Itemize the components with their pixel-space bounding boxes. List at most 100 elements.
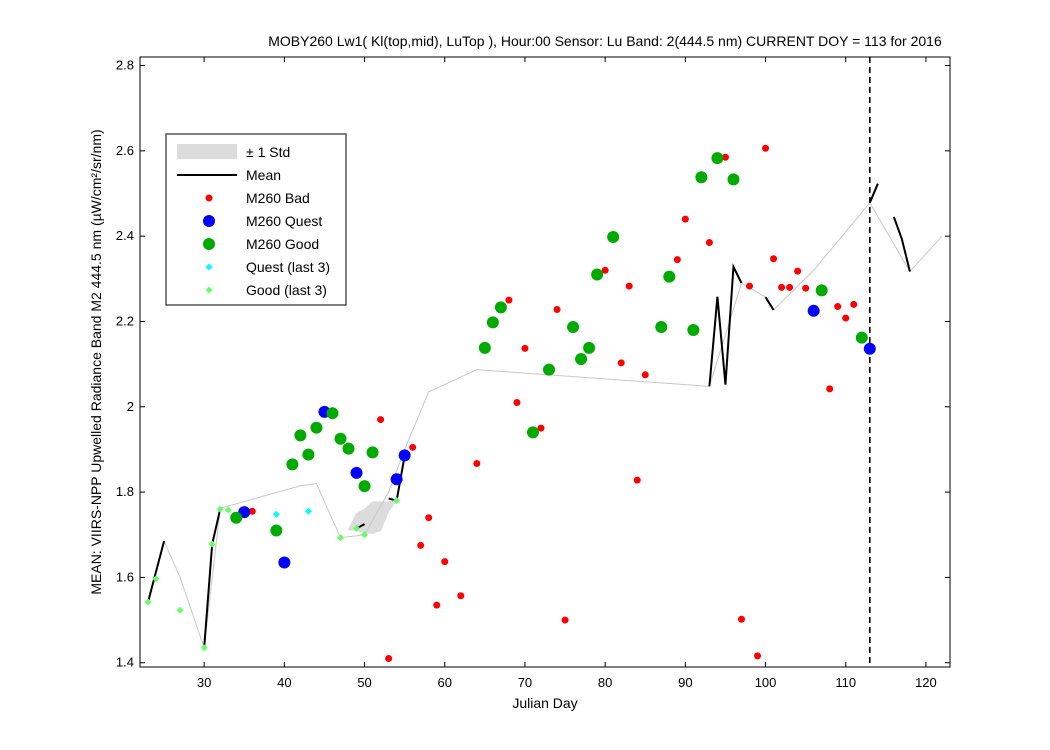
m260-good-point	[478, 341, 491, 354]
m260-good-point	[607, 231, 620, 244]
m260-good-point	[663, 270, 676, 283]
y-tick-label: 1.6	[116, 569, 134, 584]
m260-bad-point	[385, 654, 393, 662]
m260-bad-point	[377, 416, 385, 424]
legend-label: ± 1 Std	[246, 144, 290, 160]
quest-last-3-point	[272, 510, 280, 518]
m260-bad-point	[633, 476, 641, 484]
m260-bad-point	[433, 601, 441, 609]
m260-good-point	[711, 152, 724, 165]
m260-bad-point	[754, 652, 762, 660]
m260-bad-point	[601, 266, 609, 274]
gray-line-layer	[163, 202, 943, 648]
y-tick-label: 2.8	[116, 58, 134, 73]
m260-good-point	[655, 321, 668, 334]
y-tick-label: 2.4	[116, 228, 134, 243]
m260-bad-point	[473, 460, 481, 468]
m260-bad-point	[786, 283, 794, 291]
x-tick-label: 80	[598, 675, 612, 690]
x-tick-label: 110	[835, 675, 856, 690]
m260-bad-point	[537, 424, 545, 432]
y-axis-label: MEAN: VIIRS-NPP Upwelled Radiance Band M…	[88, 129, 104, 594]
m260-bad-point	[425, 514, 433, 522]
good-last-3-point	[361, 531, 369, 539]
good-last-3-point	[176, 606, 184, 614]
legend-label: M260 Good	[246, 236, 319, 252]
good-last-3-point	[200, 644, 208, 652]
m260-good-point	[286, 458, 299, 471]
x-tick-label: 90	[678, 675, 692, 690]
x-tick-label: 50	[357, 675, 371, 690]
m260-bad-point	[770, 255, 778, 263]
m260-bad-point	[441, 558, 449, 566]
mean-line-segment	[147, 540, 166, 603]
legend-m260-bad-marker	[205, 194, 213, 202]
m260-bad-point	[561, 616, 569, 624]
good-last-3-point	[393, 497, 401, 505]
m260-good-point	[567, 321, 580, 334]
m260-good-point	[815, 284, 828, 297]
m260-bad-point	[673, 256, 681, 264]
legend-label: Quest (last 3)	[246, 259, 330, 275]
legend-std-swatch	[177, 144, 237, 159]
points-layer	[144, 144, 876, 662]
m260-good-point	[326, 407, 339, 420]
good-last-3-point	[353, 524, 361, 532]
y-tick-label: 1.4	[116, 655, 134, 670]
m260-bad-point	[802, 284, 810, 292]
m260-quest-point	[398, 449, 411, 462]
legend: ± 1 Std Mean M260 Bad M260 Quest M260 Good Qu…	[165, 133, 347, 306]
m260-good-point	[342, 442, 355, 455]
m260-bad-point	[457, 592, 465, 600]
plot-frame	[139, 56, 951, 668]
mean-line-segment	[764, 296, 775, 311]
m260-good-point	[591, 268, 604, 281]
m260-good-point	[294, 429, 307, 442]
m260-bad-point	[746, 282, 754, 290]
x-axis-label: Julian Day	[512, 695, 577, 711]
legend-label: Good (last 3)	[246, 282, 327, 298]
y-tick-label: 2.6	[116, 143, 134, 158]
m260-bad-point	[513, 399, 521, 407]
legend-good-last-3-marker	[205, 286, 213, 294]
m260-quest-point	[390, 473, 403, 486]
m260-bad-point	[617, 359, 625, 367]
m260-good-point	[727, 173, 740, 186]
m260-good-point	[310, 421, 323, 434]
m260-bad-point	[553, 306, 561, 314]
quest-last-3-point	[304, 507, 312, 515]
m260-bad-point	[850, 300, 858, 308]
m260-bad-point	[737, 615, 745, 623]
m260-bad-point	[417, 541, 425, 549]
mean-line-segment	[892, 216, 911, 272]
m260-quest-point	[863, 342, 876, 355]
m260-bad-point	[794, 267, 802, 275]
m260-good-point	[695, 171, 708, 184]
m260-good-point	[334, 432, 347, 445]
m260-bad-point	[625, 282, 633, 290]
legend-box	[165, 133, 347, 306]
x-tick-label: 40	[277, 675, 291, 690]
m260-bad-point	[778, 283, 786, 291]
axes-layer: 30 40 50 60 70 80 90 100 110 120 1.4 1.6 1.8 2 2.2 2.4 2…	[116, 57, 950, 690]
good-last-3-point	[216, 505, 224, 513]
x-tick-label: 100	[755, 675, 777, 690]
m260-bad-point	[826, 385, 834, 393]
m260-bad-point	[505, 296, 513, 304]
m260-bad-point	[409, 443, 417, 451]
x-tick-label: 120	[915, 675, 937, 690]
m260-good-point	[366, 446, 379, 459]
m260-bad-point	[721, 153, 729, 161]
m260-good-point	[358, 480, 371, 493]
chart-title: MOBY260 Lw1( Kl(top,mid), LuTop ), Hour:…	[268, 33, 942, 49]
good-last-3-point	[144, 598, 152, 606]
m260-bad-point	[521, 344, 529, 352]
m260-good-point	[230, 511, 243, 524]
m260-quest-point	[807, 304, 820, 317]
m260-good-point	[543, 363, 556, 376]
m260-good-point	[302, 448, 315, 461]
m260-bad-point	[248, 507, 256, 515]
good-last-3-point	[224, 506, 232, 514]
legend-m260-quest-marker	[203, 215, 215, 227]
legend-quest-last-3-marker	[205, 263, 213, 271]
